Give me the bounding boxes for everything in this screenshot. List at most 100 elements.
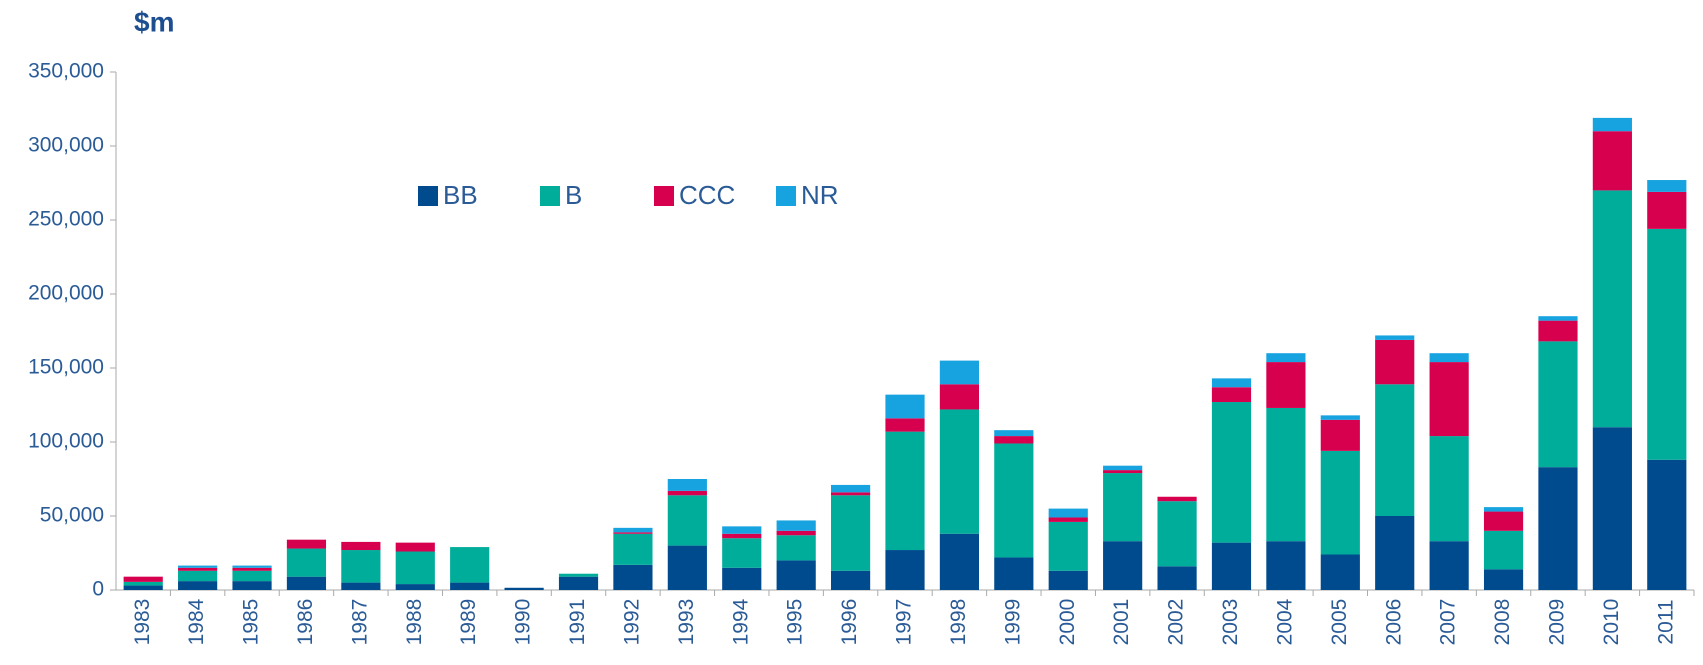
bar-segment (123, 576, 163, 582)
x-tick-label: 1996 (838, 599, 861, 646)
bar-segment (341, 582, 381, 590)
bar-segment (232, 567, 272, 571)
bar-segment (123, 585, 163, 590)
bar-segment (994, 443, 1034, 558)
x-tick-label: 2003 (1219, 599, 1242, 646)
bar-segment (395, 542, 435, 552)
bar-segment (232, 565, 272, 568)
bar-segment (450, 547, 490, 583)
bar-segment (1320, 415, 1360, 420)
bar-segment (1592, 131, 1632, 191)
x-tick-label: 2001 (1110, 599, 1133, 646)
x-tick-label: 1990 (512, 599, 535, 646)
bar-segment (341, 550, 381, 583)
x-tick-label: 2004 (1273, 598, 1296, 645)
bar-segment (722, 533, 762, 539)
bar-segment (1592, 117, 1632, 132)
bar-segment (776, 520, 816, 531)
bar-segment (1103, 470, 1143, 474)
bar-segment (1647, 459, 1687, 590)
bar-segment (1103, 465, 1143, 471)
bar-segment (885, 418, 925, 432)
x-tick-label: 2005 (1328, 599, 1351, 646)
bar-segment (1048, 508, 1088, 518)
legend-label: BB (443, 180, 478, 210)
x-tick-label: 2000 (1056, 599, 1079, 646)
x-tick-label: 1994 (729, 598, 752, 645)
y-tick-label: 200,000 (28, 282, 104, 305)
bar-segment (1483, 530, 1524, 570)
bar-segment (830, 570, 871, 590)
bar-segment (885, 394, 925, 419)
bar-segment (1538, 467, 1578, 590)
bar-segment (1320, 554, 1360, 590)
bar-segment (178, 570, 218, 582)
x-tick-label: 1998 (947, 599, 970, 646)
bar-segment (722, 526, 762, 534)
bar-segment (1647, 228, 1687, 460)
bar-segment (1266, 353, 1306, 363)
bar-segment (667, 495, 707, 546)
bar-segment (830, 495, 871, 571)
y-tick-label: 300,000 (28, 134, 104, 157)
bar-segment (1592, 427, 1632, 590)
bar-segment (776, 560, 816, 590)
bar-segment (830, 492, 871, 496)
bar-segment (939, 533, 980, 590)
bar-segment (667, 490, 707, 496)
bar-segment (395, 551, 435, 585)
bar-segment (1048, 517, 1088, 522)
bar-segment (178, 567, 218, 571)
bar-segment (667, 545, 707, 590)
bar-segment (1320, 450, 1360, 555)
x-tick-label: 1985 (240, 599, 263, 646)
bar-segment (1266, 541, 1306, 590)
bar-segment (1538, 320, 1578, 342)
bar-segment (123, 581, 163, 586)
bar-segment (286, 576, 327, 590)
bar-segment (776, 530, 816, 536)
bar-segment (1266, 362, 1306, 408)
bar-segment (885, 431, 925, 551)
bar-segment (1429, 436, 1469, 542)
x-tick-label: 2011 (1654, 599, 1677, 644)
bar-segment (1211, 402, 1252, 543)
bar-segment (994, 430, 1034, 437)
bar-segment (1211, 542, 1252, 590)
bar-segment (286, 548, 327, 577)
bar-segment (558, 573, 599, 577)
bar-segment (722, 538, 762, 568)
bar-segment (613, 527, 653, 533)
bar-segment (1647, 180, 1687, 192)
bar-segment (1211, 387, 1252, 403)
bar-segment (994, 436, 1034, 444)
legend-label: NR (801, 180, 839, 210)
x-tick-label: 2010 (1600, 599, 1623, 646)
x-tick-label: 1987 (348, 599, 371, 646)
bar-segment (1483, 507, 1524, 512)
bar-segment (232, 570, 272, 582)
bar-segment (558, 576, 599, 590)
bar-segment (504, 587, 544, 590)
x-tick-label: 2009 (1546, 599, 1569, 646)
x-tick-label: 1997 (893, 599, 916, 646)
bar-segment (1266, 407, 1306, 542)
bar-segment (1375, 384, 1415, 516)
bar-segment (1429, 362, 1469, 437)
y-tick-label: 100,000 (28, 430, 104, 453)
legend-swatch (654, 186, 674, 206)
bar-segment (1103, 541, 1143, 590)
bar-segment (1048, 521, 1088, 571)
y-tick-label: 350,000 (28, 60, 104, 83)
bar-segment (667, 479, 707, 491)
bar-segment (1483, 511, 1524, 531)
x-tick-label: 2002 (1165, 599, 1188, 646)
x-tick-label: 1984 (185, 598, 208, 645)
bar-segment (178, 581, 218, 590)
bar-segment (1103, 473, 1143, 542)
x-tick-label: 1986 (294, 599, 317, 646)
x-tick-label: 2007 (1437, 599, 1460, 646)
y-tick-label: 250,000 (28, 208, 104, 231)
bar-segment (613, 532, 653, 534)
